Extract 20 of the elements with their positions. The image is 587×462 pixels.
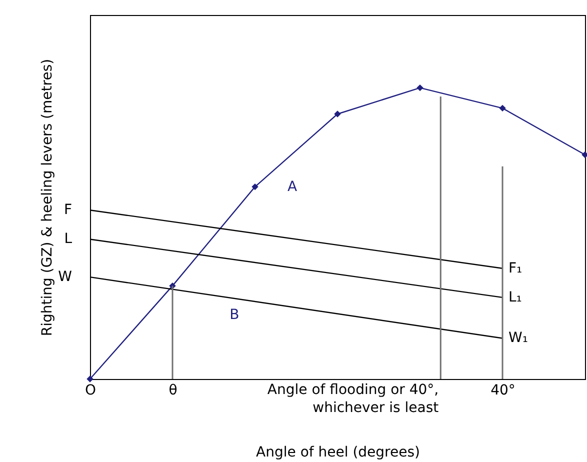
y-axis-title: Righting (GZ) & heeling levers (metres) [40, 58, 56, 336]
annotation: A [287, 178, 298, 195]
annotation: B [230, 306, 240, 323]
point [252, 183, 258, 190]
point [582, 151, 587, 158]
point [499, 104, 506, 112]
x-tick-label: θ [168, 382, 178, 398]
annotation: W₁ [508, 330, 528, 346]
x-tick-label: 40° [490, 382, 516, 398]
point [86, 376, 94, 382]
text: Angle of flooding or 40°, whichever is least [267, 382, 440, 416]
annotation: L₁ [508, 289, 522, 306]
point [334, 110, 341, 118]
annotation: W [58, 269, 72, 286]
x-axis-title: Angle of heel (degrees) [256, 444, 420, 460]
x-tick-label: O [84, 382, 96, 398]
annotation: F₁ [508, 260, 522, 276]
annotation: F [64, 202, 72, 218]
point [416, 84, 424, 92]
annotation: L [64, 231, 72, 248]
